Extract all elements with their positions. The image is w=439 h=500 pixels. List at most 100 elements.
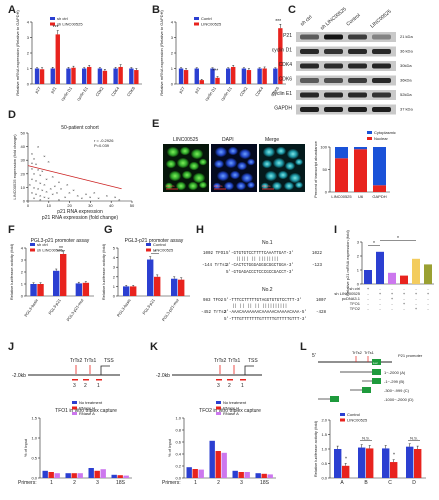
blot-row-label: GAPDH — [274, 106, 292, 112]
scatter-point: × — [106, 193, 109, 198]
legend-swatch — [216, 406, 221, 410]
x-tick-label: PGL3-p21 — [141, 297, 156, 315]
bar-k-2-1 — [221, 452, 227, 478]
chart-g-y-tick-label: 2 — [113, 274, 116, 279]
scatter-point: × — [39, 193, 42, 198]
chart-l-y-tick-label: 1.0 — [321, 447, 327, 452]
cell — [230, 170, 240, 180]
significance: *** — [53, 25, 59, 31]
x-tick-label: LINC00525 — [331, 194, 352, 199]
x-tick-label: PGL3-basic — [23, 298, 39, 318]
primer-3 — [216, 379, 222, 381]
bar-l-0-1 — [358, 447, 366, 478]
cell — [215, 146, 227, 158]
legend-swatch — [216, 401, 221, 404]
row-mark: - — [379, 296, 381, 301]
label-tss: TSS — [104, 358, 114, 364]
bar-k-0-0 — [186, 467, 192, 478]
legend-swatch — [367, 137, 372, 140]
h-b2-top-right: 1007 — [316, 299, 327, 303]
chart-e-y-tick-label: 100 — [320, 145, 327, 150]
scatter-point: × — [41, 188, 44, 193]
legend-label: Control — [347, 412, 360, 417]
scatter-point: × — [31, 177, 34, 182]
bar-a-1-2 — [71, 67, 76, 84]
construct-d: -1000~-2000 (D) — [384, 397, 414, 402]
chart-k-y-tick-label: 0.8 — [175, 428, 181, 433]
bar-j-1-1 — [71, 473, 77, 478]
row-label: TFO2 — [350, 306, 361, 311]
chart-j: 0.0 0.5 1.0 1.5 % of Input 1 2 3 18S No treatment… — [18, 400, 132, 486]
cell — [177, 157, 189, 169]
chart-j-y-tick-label: 1.5 — [31, 416, 37, 421]
row-mark: - — [367, 296, 369, 301]
row-mark: - — [427, 306, 429, 311]
bar-f-1-0 — [37, 284, 44, 296]
row-mark: + — [415, 306, 418, 311]
bar-b-0-4 — [241, 68, 247, 84]
x-tick-label: 40 — [109, 203, 114, 208]
bar-a-1-6 — [134, 70, 139, 84]
x-tick-label: CDK4 — [254, 85, 265, 97]
cell — [236, 181, 246, 191]
x-tick-label: cyclin E1 — [220, 85, 234, 102]
blot-band — [324, 78, 343, 83]
blot-header-control: Control — [345, 13, 361, 28]
x-tick-label: B — [364, 480, 368, 486]
scatter-point: × — [58, 179, 61, 184]
row-mark: + — [367, 286, 370, 291]
bar-f-1-2 — [82, 282, 90, 296]
scatter-point: × — [37, 186, 40, 191]
bar-f-0-2 — [75, 283, 83, 296]
blot-strip — [296, 104, 396, 115]
bar-a-1-0 — [39, 69, 45, 84]
primer-num-1: 1 — [241, 383, 244, 389]
scatter-point: × — [35, 178, 38, 183]
bar-j-0-1 — [65, 473, 71, 478]
blot-row-label: CDK4 — [279, 62, 293, 68]
blot-strip — [296, 46, 396, 57]
chart-g: 0 1 2 3 4 5 Relative luciferase activity (fold… — [101, 238, 190, 322]
significance: *** — [212, 68, 218, 74]
significance: * — [373, 241, 375, 247]
chart-a-y-tick-label: 3 — [27, 35, 30, 40]
chart-b: 0 1 2 3 4 Relative mRNA expression (Relative … — [159, 10, 286, 102]
chart-k-y-tick-label: 0.0 — [175, 476, 181, 481]
scatter-point: × — [52, 174, 55, 179]
scatter-point: × — [33, 196, 36, 201]
chart-e-y-tick-label: 50 — [323, 167, 328, 172]
h-b1-top-left: 1002 TFO1 — [203, 252, 226, 256]
scatter-point: × — [29, 182, 32, 187]
x-tick-label: p27 — [34, 85, 42, 94]
scheme-left-label: -2.0kb — [156, 373, 170, 379]
x-prefix: Primers: — [18, 480, 37, 486]
legend-label: Control — [153, 242, 166, 247]
x-tick-label: PGL3-p21 — [47, 297, 62, 315]
bar-b-1-6 — [278, 28, 283, 84]
scatter-point: × — [81, 196, 84, 201]
row-mark: + — [391, 291, 394, 296]
cell — [263, 146, 275, 158]
stacked-bar-1-0 — [335, 158, 348, 192]
scatter-point: × — [43, 194, 46, 199]
chart-i-y-tick-label: 1 — [357, 268, 360, 273]
bar-l-0-3 — [406, 446, 414, 478]
row-mark: + — [391, 296, 394, 301]
row-label: sh LINC00525 — [334, 291, 360, 296]
img-label-merge: Merge — [265, 137, 279, 143]
legend-label: RNase A — [223, 411, 239, 416]
luc-label-1: Luc — [373, 361, 378, 365]
chart-g-y-tick-label: 0 — [113, 294, 116, 299]
bar-b-0-6 — [273, 68, 278, 84]
scatter-point: × — [37, 144, 40, 149]
blot-band — [324, 92, 343, 98]
bar-l-1-2 — [390, 462, 398, 478]
x-tick-label: 2 — [73, 480, 76, 486]
scatter-point: × — [58, 197, 61, 202]
blot-band — [372, 78, 391, 83]
chart-g-y-tick-label: 4 — [113, 255, 116, 260]
cell — [193, 172, 205, 184]
primer-1 — [240, 379, 246, 381]
label-trts2: TrTs2 — [70, 358, 83, 364]
chart-f-y-label: Relative luciferase activity (fold) — [9, 243, 14, 300]
